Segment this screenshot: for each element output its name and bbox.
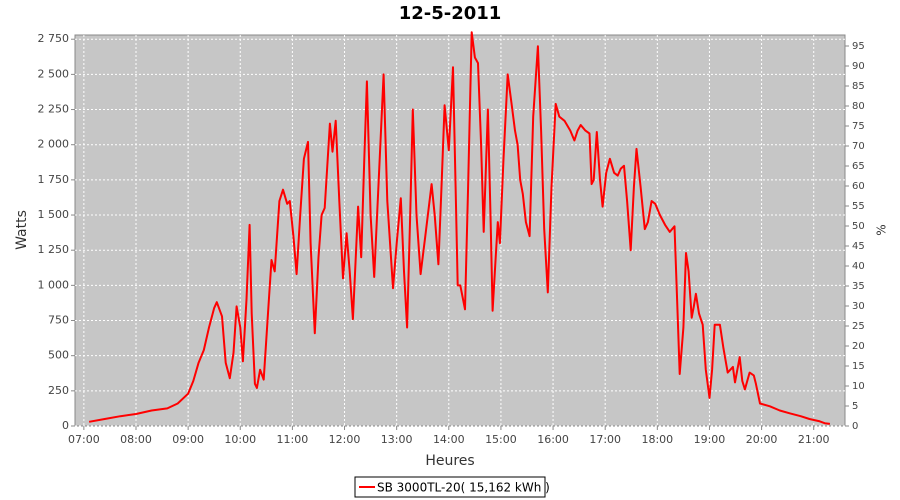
y2-tick-label: 75 bbox=[852, 121, 865, 132]
y2-tick-label: 10 bbox=[852, 381, 865, 392]
x-tick-label: 10:00 bbox=[224, 433, 256, 446]
x-tick-label: 15:00 bbox=[485, 433, 517, 446]
x-axis-label: Heures bbox=[425, 453, 474, 469]
y-tick-label: 1 250 bbox=[38, 243, 70, 256]
chart-title: 12-5-2011 bbox=[399, 3, 502, 24]
x-tick-label: 11:00 bbox=[277, 433, 309, 446]
x-tick-label: 09:00 bbox=[172, 433, 204, 446]
y-tick-label: 1 750 bbox=[38, 173, 70, 186]
y-tick-label: 2 500 bbox=[38, 67, 70, 80]
y2-tick-label: 55 bbox=[852, 201, 865, 212]
y2-tick-label: 20 bbox=[852, 341, 865, 352]
y2-tick-label: 90 bbox=[852, 61, 865, 72]
y2-tick-label: 65 bbox=[852, 161, 865, 172]
y2-tick-label: 15 bbox=[852, 361, 865, 372]
y2-tick-label: 5 bbox=[852, 401, 858, 412]
x-tick-label: 19:00 bbox=[694, 433, 726, 446]
legend bbox=[354, 476, 546, 498]
y-tick-label: 1 000 bbox=[38, 278, 70, 291]
y2-tick-label: 70 bbox=[852, 141, 865, 152]
x-tick-label: 08:00 bbox=[120, 433, 152, 446]
x-tick-label: 14:00 bbox=[433, 433, 465, 446]
y-tick-label: 1 500 bbox=[38, 208, 70, 221]
y2-axis-label: % bbox=[875, 224, 889, 235]
x-tick-label: 13:00 bbox=[381, 433, 413, 446]
y-tick-label: 750 bbox=[48, 314, 69, 327]
y-tick-label: 500 bbox=[48, 349, 69, 362]
y2-tick-label: 35 bbox=[852, 281, 865, 292]
x-tick-label: 20:00 bbox=[746, 433, 778, 446]
y2-tick-label: 40 bbox=[852, 261, 865, 272]
series-line bbox=[88, 31, 831, 425]
x-tick-label: 21:00 bbox=[798, 433, 830, 446]
x-tick-label: 17:00 bbox=[589, 433, 621, 446]
y2-tick-label: 50 bbox=[852, 221, 865, 232]
x-tick-label: 16:00 bbox=[537, 433, 569, 446]
x-tick-label: 07:00 bbox=[68, 433, 100, 446]
plot-area bbox=[74, 34, 846, 427]
x-tick-label: 18:00 bbox=[641, 433, 673, 446]
y-tick-label: 2 000 bbox=[38, 138, 70, 151]
y-tick-label: 250 bbox=[48, 384, 69, 397]
y2-tick-label: 0 bbox=[852, 421, 858, 432]
y2-tick-label: 85 bbox=[852, 81, 865, 92]
y2-tick-label: 60 bbox=[852, 181, 865, 192]
y-tick-label: 2 750 bbox=[38, 32, 70, 45]
x-tick-label: 12:00 bbox=[329, 433, 361, 446]
legend-label: SB 3000TL-20( 15,162 kWh ) bbox=[377, 481, 550, 495]
y2-tick-label: 30 bbox=[852, 301, 865, 312]
y2-tick-label: 95 bbox=[852, 41, 865, 52]
y2-tick-label: 25 bbox=[852, 321, 865, 332]
y-axis-label: Watts bbox=[14, 210, 30, 250]
y2-tick-label: 45 bbox=[852, 241, 865, 252]
y-tick-label: 2 250 bbox=[38, 103, 70, 116]
y-tick-label: 0 bbox=[62, 419, 69, 432]
y2-tick-label: 80 bbox=[852, 101, 865, 112]
